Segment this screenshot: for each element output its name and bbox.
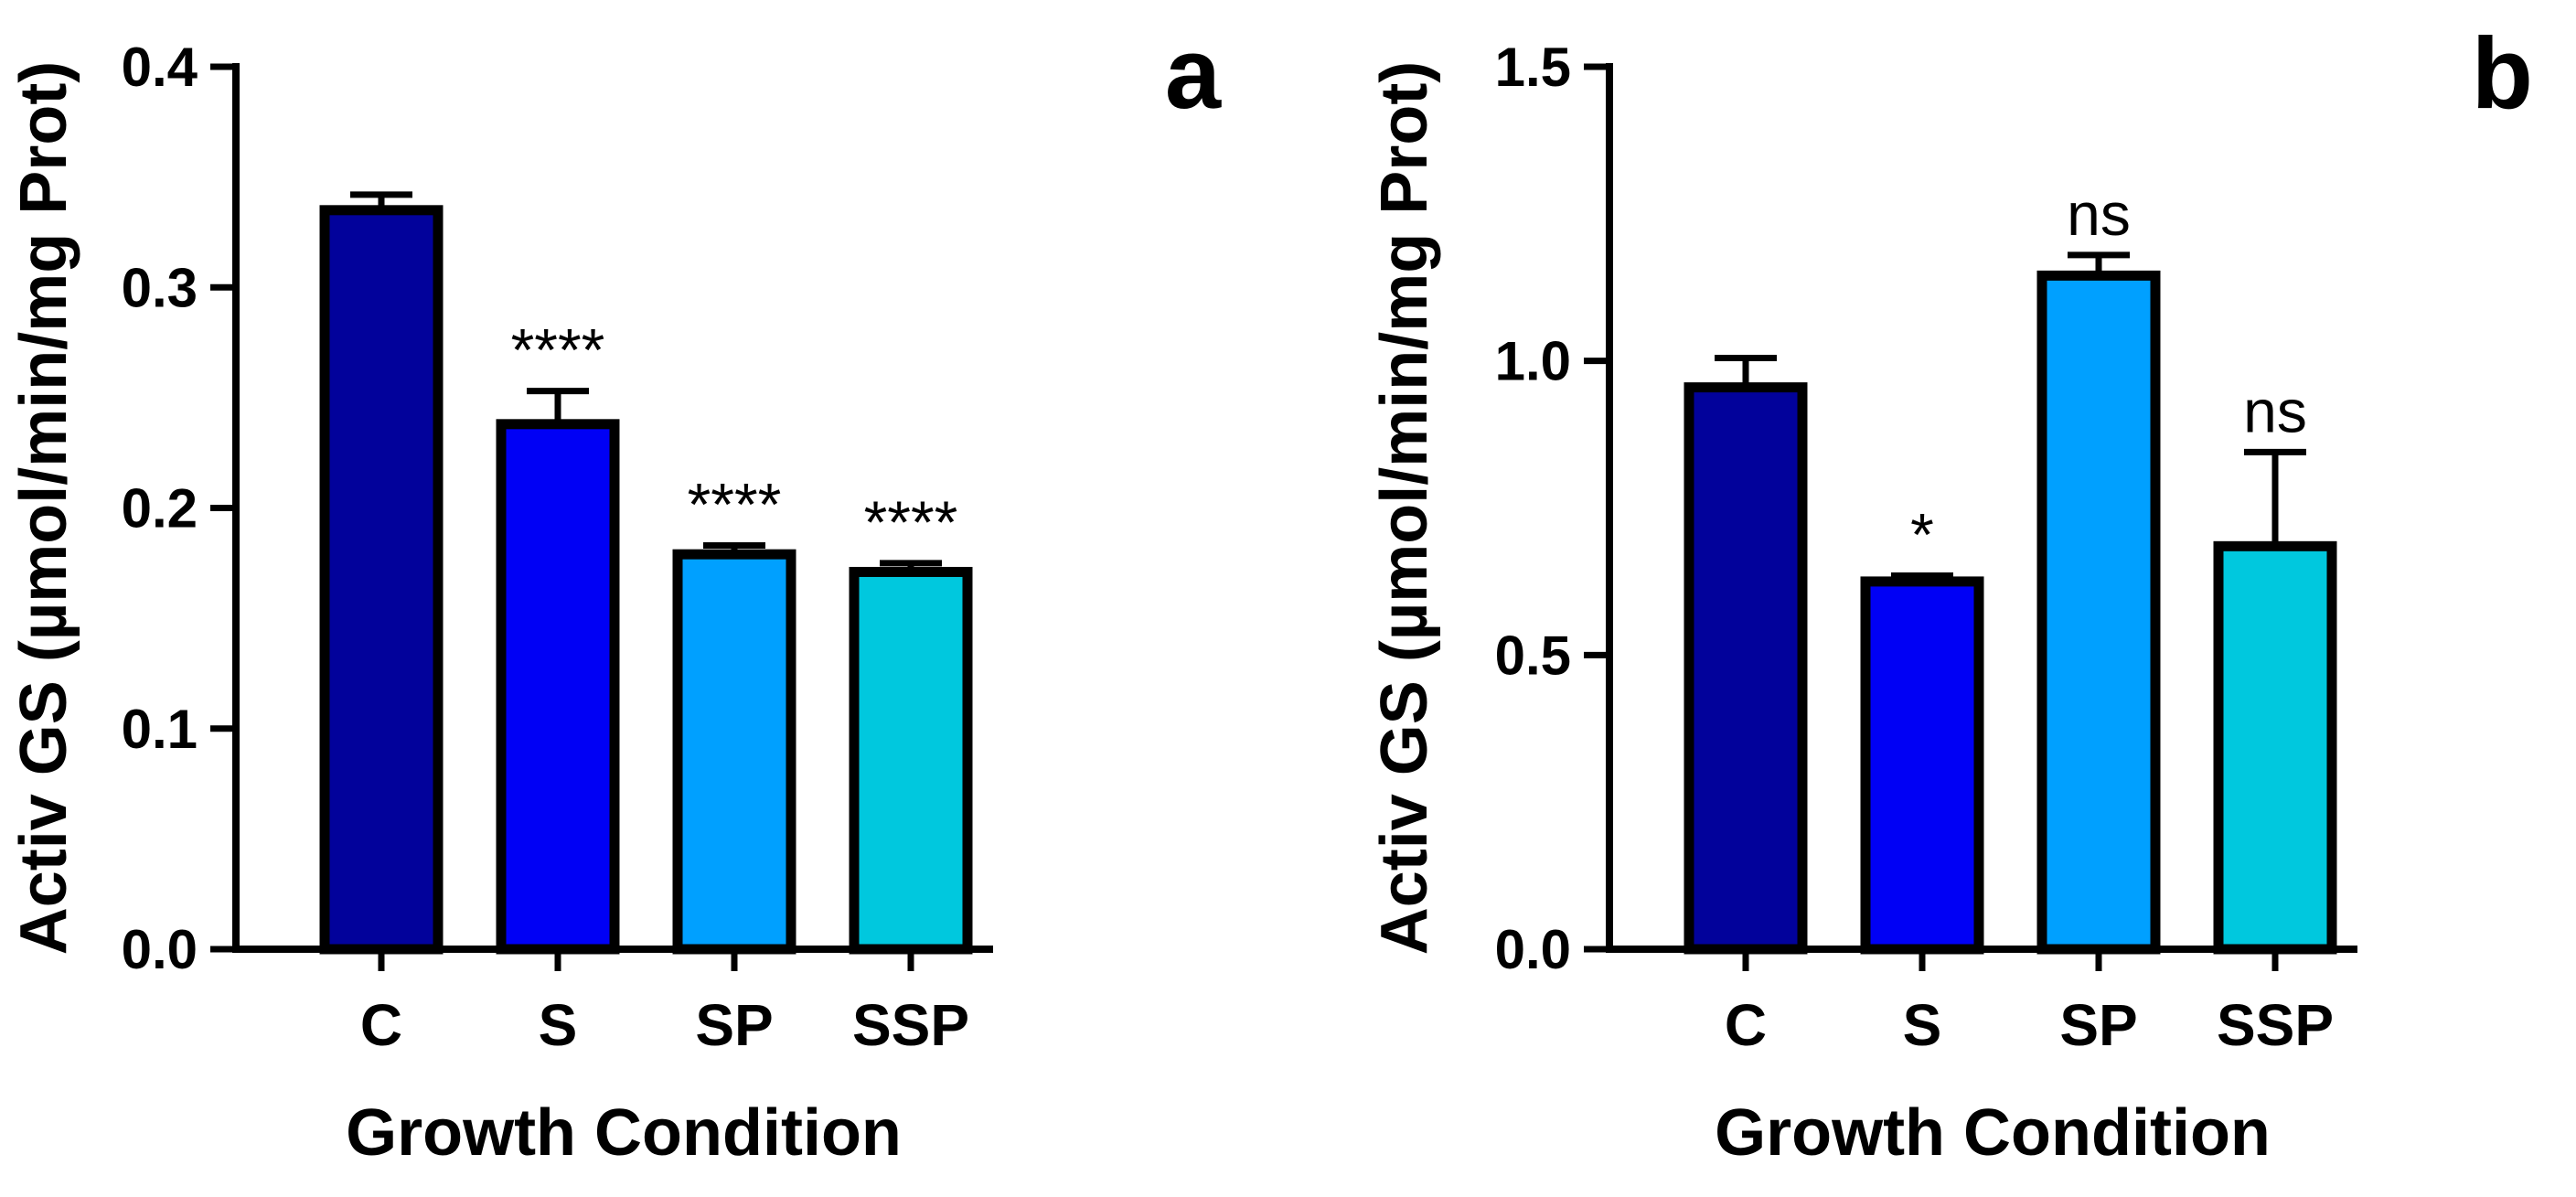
y-tick-label: 0.5: [1495, 625, 1571, 686]
significance-label: ns: [2067, 180, 2131, 248]
bar-ssp: [2213, 540, 2337, 955]
y-axis-title: Activ GS (µmol/min/mg Prot): [1368, 61, 1441, 956]
bar-c: [1683, 382, 1808, 955]
x-tick-label: C: [360, 992, 402, 1058]
panel-b: C * Sns SP ns SSP 0.0 0.5 1.0 1.5 Activ GS (µmol/m…: [1368, 17, 2533, 1170]
x-tick-label: SSP: [2217, 992, 2334, 1058]
panel-a: C **** S **** SP **** SSP 0.0 0.1 0.2 0.3 0.4 Activ …: [7, 17, 1222, 1170]
y-tick-label: 1.5: [1495, 37, 1571, 98]
significance-label: ****: [511, 316, 605, 384]
significance-label: ****: [864, 488, 958, 556]
y-tick-label: 0.0: [1495, 919, 1571, 980]
bar-s: [496, 419, 620, 955]
y-tick-label: 0.2: [122, 478, 198, 540]
x-tick-label: S: [1903, 992, 1942, 1058]
y-tick-label: 0.3: [122, 257, 198, 318]
bar-c: [319, 205, 444, 955]
bar-sp: [2036, 270, 2161, 955]
y-tick-label: 0.1: [122, 699, 198, 760]
x-tick-label: C: [1725, 992, 1767, 1058]
y-axis-title: Activ GS (µmol/min/mg Prot): [7, 61, 80, 956]
panel-letter: a: [1165, 17, 1222, 130]
y-tick-label: 0.4: [122, 37, 198, 98]
x-axis-title: Growth Condition: [1715, 1096, 2271, 1170]
bar-ssp: [849, 566, 973, 955]
x-axis-title: Growth Condition: [346, 1096, 902, 1170]
bar-s: [1860, 576, 1984, 955]
panel-letter: b: [2472, 17, 2533, 130]
significance-label: *: [1910, 500, 1934, 568]
x-tick-label: S: [539, 992, 578, 1058]
bar-sp: [672, 549, 796, 955]
x-tick-label: SSP: [852, 992, 969, 1058]
significance-label: ****: [688, 471, 782, 539]
x-tick-label: SP: [2059, 992, 2137, 1058]
y-tick-label: 1.0: [1495, 331, 1571, 392]
significance-label: ns: [2243, 377, 2307, 444]
x-tick-label: SP: [695, 992, 773, 1058]
y-tick-label: 0.0: [122, 919, 198, 980]
